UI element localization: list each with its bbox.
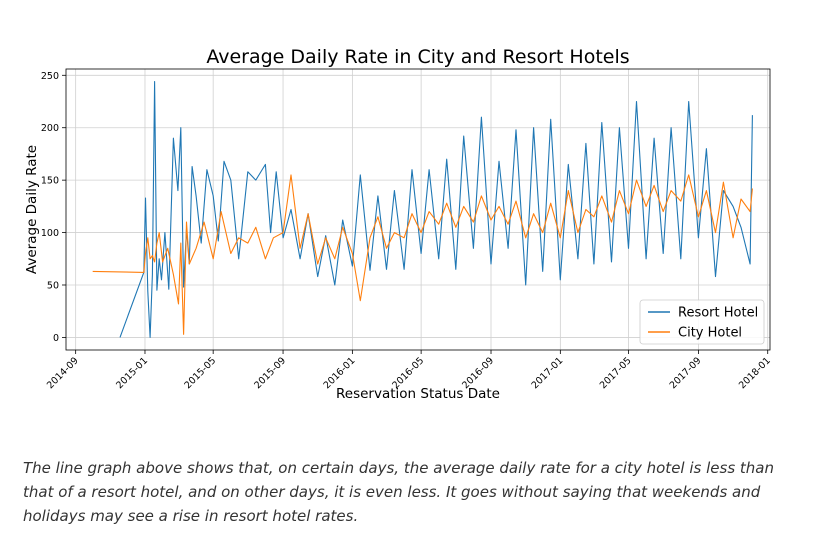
y-tick-label: 250 [41,71,59,82]
x-tick-label: 2014-09 [45,355,81,391]
legend-label-city-hotel: City Hotel [678,326,742,341]
chart-area: Average Daily Rate in City and Resort Ho… [24,46,773,402]
y-tick-label: 200 [41,123,59,134]
x-tick-label: 2017-09 [668,355,704,391]
y-axis-label: Average Daily Rate [24,145,40,274]
legend-box [639,299,765,345]
x-tick-label: 2015-01 [114,355,150,391]
x-tick-label: 2015-05 [182,355,218,391]
y-tick-label: 100 [41,228,59,239]
y-tick-label: 0 [53,333,59,344]
legend-label-resort-hotel: Resort Hotel [678,306,758,321]
y-tick-label: 50 [47,280,59,291]
line-chart: Average Daily Rate in City and Resort Ho… [24,46,773,402]
chart-title: Average Daily Rate in City and Resort Ho… [206,46,629,68]
x-tick-label: 2015-09 [252,355,288,391]
plot-frame [65,68,771,351]
y-tick-label: 150 [41,176,59,187]
series-line-city-hotel [92,174,753,335]
x-axis-label: Reservation Status Date [336,386,500,402]
caption-text: The line graph above shows that, on cert… [23,459,774,525]
x-tick-label: 2018-01 [737,355,773,391]
x-tick-label: 2017-01 [530,355,566,391]
x-tick-label: 2017-05 [598,355,634,391]
